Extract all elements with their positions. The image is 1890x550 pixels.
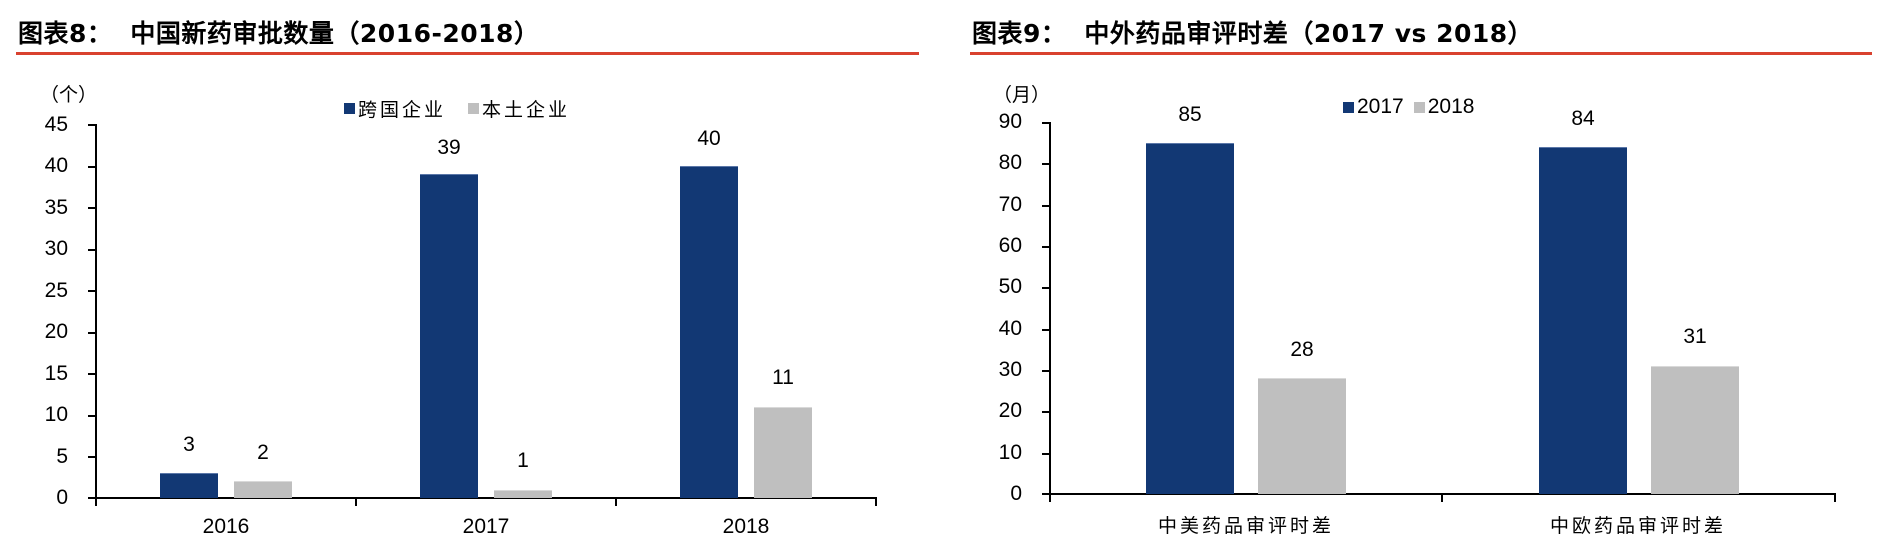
x-category-label: 中欧药品审评时差 bbox=[1549, 515, 1726, 537]
bar-2017-multinational bbox=[420, 174, 478, 498]
x-tick bbox=[1049, 494, 1051, 502]
bar-us-2018 bbox=[1258, 378, 1346, 494]
legend-label: 2018 bbox=[1427, 95, 1475, 118]
data-label: 11 bbox=[772, 366, 794, 389]
bar-eu-2018 bbox=[1651, 366, 1739, 494]
figure-8-y-axis bbox=[95, 124, 97, 499]
y-tick bbox=[88, 415, 96, 417]
y-tick-label: 60 bbox=[998, 234, 1022, 257]
figure-8-title-prefix: 图表8： bbox=[18, 19, 113, 48]
legend-swatch-navy bbox=[344, 103, 355, 114]
bar-2018-multinational bbox=[680, 166, 738, 498]
figure-9-x-axis bbox=[1042, 493, 1836, 495]
figure-9-title: 图表9： 中外药品审评时差（2017 vs 2018） bbox=[972, 14, 1533, 50]
bar-2018-domestic bbox=[754, 407, 812, 498]
bar-2016-multinational bbox=[160, 473, 218, 498]
x-tick bbox=[875, 498, 877, 506]
data-label: 39 bbox=[437, 136, 461, 159]
figure-9-y-unit: （月） bbox=[993, 84, 1051, 106]
y-tick-label: 70 bbox=[998, 193, 1022, 216]
y-tick bbox=[88, 456, 96, 458]
y-tick bbox=[88, 124, 96, 126]
figure-8-title-text: 中国新药审批数量（2016-2018） bbox=[130, 19, 540, 48]
legend-swatch-navy bbox=[1343, 101, 1354, 113]
y-tick bbox=[88, 166, 96, 168]
figure-9-legend: 2017 2018 bbox=[1343, 95, 1496, 119]
data-label: 85 bbox=[1178, 103, 1202, 126]
y-tick bbox=[88, 332, 96, 334]
y-tick-label: 20 bbox=[44, 320, 68, 343]
data-label: 1 bbox=[517, 449, 529, 472]
figure-8-x-axis bbox=[88, 497, 877, 499]
bar-eu-2017 bbox=[1539, 147, 1627, 494]
legend-label: 跨国企业 bbox=[358, 99, 447, 121]
x-tick bbox=[95, 498, 97, 506]
legend-item-2018: 2018 bbox=[1413, 95, 1475, 119]
y-tick-label: 45 bbox=[44, 113, 68, 136]
figure-8-title-rule bbox=[16, 52, 919, 55]
data-label: 84 bbox=[1571, 107, 1595, 130]
y-tick-label: 15 bbox=[44, 362, 68, 385]
y-tick-label: 10 bbox=[998, 441, 1022, 464]
x-category-label: 2017 bbox=[462, 515, 510, 538]
y-tick-label: 10 bbox=[44, 403, 68, 426]
y-tick-label: 0 bbox=[56, 486, 68, 509]
y-tick-label: 90 bbox=[998, 110, 1022, 133]
figure-8-y-unit: （个） bbox=[40, 84, 98, 106]
y-tick bbox=[1042, 411, 1050, 413]
y-tick bbox=[1042, 453, 1050, 455]
figure-8-legend: 跨国企业 本土企业 bbox=[344, 95, 592, 122]
x-category-label: 中美药品审评时差 bbox=[1157, 515, 1334, 537]
legend-item-domestic: 本土企业 bbox=[468, 95, 570, 122]
data-label: 40 bbox=[697, 127, 721, 150]
figure-9-title-prefix: 图表9： bbox=[972, 19, 1067, 48]
legend-label: 2017 bbox=[1357, 95, 1404, 118]
y-tick bbox=[88, 373, 96, 375]
y-tick bbox=[88, 249, 96, 251]
y-tick-label: 25 bbox=[44, 279, 68, 302]
figure-9-title-text: 中外药品审评时差（2017 vs 2018） bbox=[1084, 19, 1534, 48]
y-tick-label: 30 bbox=[998, 358, 1022, 381]
bar-2016-domestic bbox=[234, 481, 292, 498]
legend-swatch-gray bbox=[1413, 101, 1425, 113]
x-category-label: 2018 bbox=[722, 515, 770, 538]
x-tick bbox=[1834, 494, 1836, 502]
y-tick bbox=[1042, 122, 1050, 124]
y-tick-label: 30 bbox=[44, 237, 68, 260]
y-tick bbox=[88, 290, 96, 292]
data-label: 31 bbox=[1683, 325, 1707, 348]
data-label: 3 bbox=[183, 433, 195, 456]
legend-item-2017: 2017 bbox=[1343, 95, 1404, 119]
y-tick bbox=[1042, 246, 1050, 248]
y-tick-label: 40 bbox=[44, 154, 68, 177]
y-tick-label: 50 bbox=[998, 275, 1022, 298]
y-tick-label: 20 bbox=[998, 399, 1022, 422]
x-tick bbox=[355, 498, 357, 506]
legend-item-multinational: 跨国企业 bbox=[344, 95, 446, 122]
y-tick bbox=[1042, 287, 1050, 289]
data-label: 28 bbox=[1290, 338, 1314, 361]
x-category-label: 2016 bbox=[202, 515, 250, 538]
x-tick bbox=[615, 498, 617, 506]
bar-us-2017 bbox=[1146, 143, 1234, 494]
y-tick bbox=[1042, 205, 1050, 207]
legend-label: 本土企业 bbox=[482, 99, 571, 121]
bar-2017-domestic bbox=[494, 490, 552, 498]
legend-swatch-gray bbox=[468, 103, 480, 114]
figure-8-title: 图表8： 中国新药审批数量（2016-2018） bbox=[18, 14, 539, 50]
y-tick bbox=[1042, 163, 1050, 165]
figure-9-y-axis bbox=[1049, 122, 1051, 495]
y-tick-label: 80 bbox=[998, 151, 1022, 174]
y-tick bbox=[1042, 370, 1050, 372]
y-tick bbox=[88, 207, 96, 209]
y-tick bbox=[1042, 329, 1050, 331]
y-tick-label: 0 bbox=[1010, 482, 1022, 505]
y-tick-label: 40 bbox=[998, 317, 1022, 340]
y-tick-label: 5 bbox=[56, 445, 68, 468]
figure-9-title-rule bbox=[970, 52, 1872, 55]
y-tick-label: 35 bbox=[44, 196, 68, 219]
data-label: 2 bbox=[257, 441, 269, 464]
x-tick bbox=[1441, 494, 1443, 502]
